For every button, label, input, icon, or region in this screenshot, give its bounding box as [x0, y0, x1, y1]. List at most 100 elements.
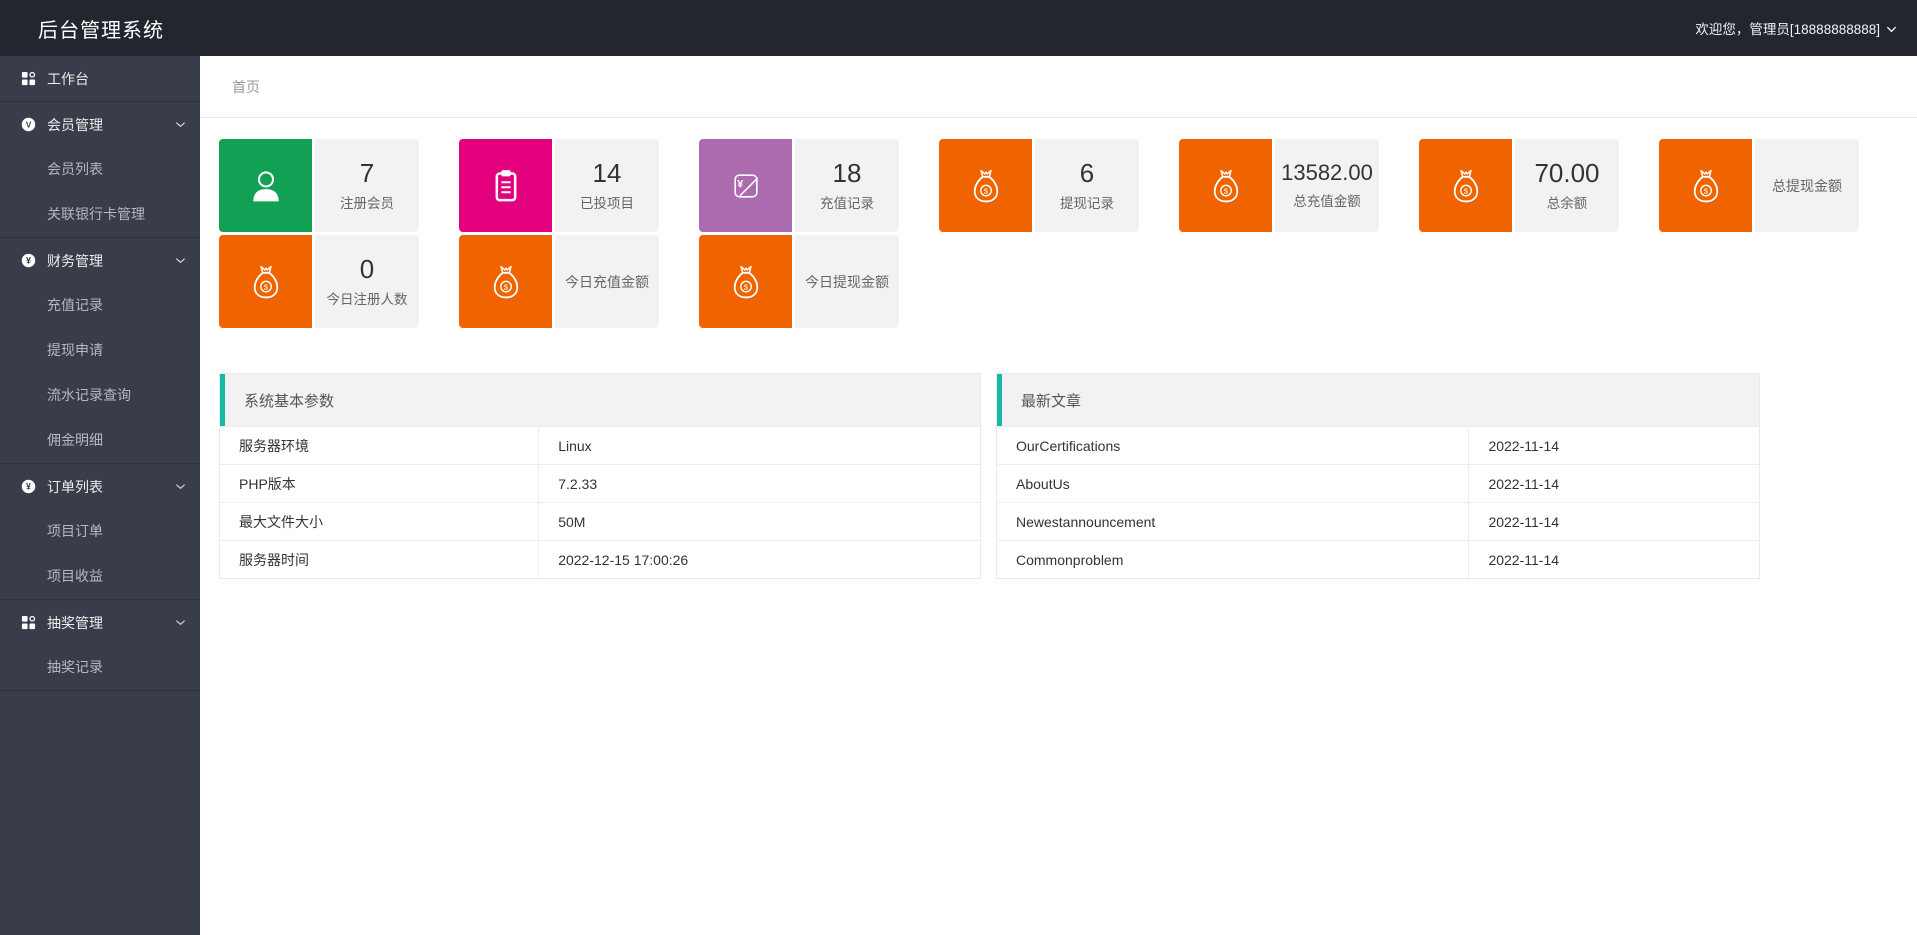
table-row: 服务器环境 Linux: [220, 426, 980, 464]
recharge-icon: ¥: [699, 139, 792, 232]
sidebar-subitem[interactable]: 流水记录查询: [47, 387, 131, 403]
sidebar-subitem[interactable]: 提现申请: [47, 342, 103, 358]
svg-text:$: $: [503, 282, 508, 291]
sidebar: 工作台 V 会员管理会员列表关联银行卡管理 ¥ 财务管理充值记录提现申请流水记录查询 佣金…: [0, 56, 200, 935]
svg-text:¥: ¥: [737, 178, 743, 190]
stat-info: 今日提现金额: [795, 235, 899, 328]
latest-articles-panel: 最新文章 OurCertifications 2022-11-14 AboutUs 2…: [996, 373, 1760, 579]
stat-value: 6: [1079, 158, 1095, 189]
sidebar-item-label: 会员管理: [47, 116, 103, 133]
sidebar-subitem[interactable]: 项目收益: [47, 568, 103, 584]
sidebar-subitem[interactable]: 会员列表: [47, 161, 103, 177]
svg-text:$: $: [743, 282, 748, 291]
stat-value: 0: [359, 254, 375, 285]
system-params-table: 服务器环境 Linux PHP版本 7.2.33 最大文件大小 50M 服务器时间 2022-…: [220, 426, 980, 578]
breadcrumb-bar: 首页: [200, 56, 1917, 118]
stat-card[interactable]: $70.00 总余额: [1419, 139, 1619, 232]
stat-card[interactable]: $6 提现记录: [939, 139, 1139, 232]
moneybag-icon: $: [939, 139, 1032, 232]
sidebar-item-4[interactable]: 抽奖管理: [0, 600, 200, 645]
moneybag-icon: $: [219, 235, 312, 328]
stat-label: 今日充值金额: [565, 273, 649, 290]
stat-card[interactable]: 14 已投项目: [459, 139, 659, 232]
sidebar-item-1[interactable]: V 会员管理: [0, 102, 200, 147]
moneybag-icon: $: [1179, 139, 1272, 232]
stats-row-2: $0 今日注册人数 $ 今日充值金额 $ 今日提现金额: [219, 235, 1917, 328]
table-cell-value: 50M: [558, 513, 586, 530]
svg-text:$: $: [1223, 186, 1228, 195]
panel-header: 最新文章: [997, 374, 1759, 426]
table-cell-label: 服务器时间: [220, 541, 540, 578]
v-badge-icon: V: [21, 117, 36, 132]
stat-card[interactable]: $ 今日充值金额: [459, 235, 659, 328]
accent-bar: [997, 374, 1002, 426]
table-cell-label: Newestannouncement: [997, 503, 1470, 540]
moneybag-icon: $: [699, 235, 792, 328]
sidebar-section: 抽奖管理抽奖记录: [0, 600, 200, 691]
chevron-down-icon: [175, 619, 186, 626]
app-title: 后台管理系统: [38, 19, 164, 42]
svg-text:$: $: [1703, 186, 1708, 195]
stat-info: 13582.00 总充值金额: [1275, 139, 1379, 232]
chevron-down-icon: [175, 121, 186, 128]
sidebar-subitem[interactable]: 佣金明细: [47, 432, 103, 448]
stat-info: 70.00 总余额: [1515, 139, 1619, 232]
clipboard-icon: [459, 139, 552, 232]
stat-card[interactable]: $ 总提现金额: [1659, 139, 1859, 232]
sidebar-subitem[interactable]: 抽奖记录: [47, 659, 103, 675]
sidebar-subitem[interactable]: 项目订单: [47, 523, 103, 539]
table-cell-label: Commonproblem: [997, 541, 1470, 578]
panel-header: 系统基本参数: [220, 374, 980, 426]
table-row[interactable]: Commonproblem 2022-11-14: [997, 540, 1759, 578]
panels: 系统基本参数 服务器环境 Linux PHP版本 7.2.33 最大文件大小 50M 服务器…: [219, 373, 1917, 579]
stat-label: 今日提现金额: [805, 273, 889, 290]
table-cell-label: 最大文件大小: [220, 503, 540, 540]
user-menu[interactable]: 欢迎您，管理员[18888888888]: [1695, 18, 1897, 38]
table-row: 最大文件大小 50M: [220, 502, 980, 540]
stat-label: 注册会员: [340, 195, 394, 211]
table-cell-value: 2022-11-14: [1488, 437, 1560, 454]
content: 7 注册会员 14 已投项目 ¥18 充值记录 $6 提现记录 $13582.00 总充值金额 $7…: [200, 118, 1917, 579]
stat-card[interactable]: $0 今日注册人数: [219, 235, 419, 328]
moneybag-icon: $: [1659, 139, 1752, 232]
panel-title: 系统基本参数: [244, 392, 335, 410]
sidebar-item-label: 订单列表: [47, 478, 103, 495]
chevron-down-icon: [175, 257, 186, 264]
table-row[interactable]: AboutUs 2022-11-14: [997, 464, 1759, 502]
stat-card[interactable]: $ 今日提现金额: [699, 235, 899, 328]
sidebar-subitem[interactable]: 充值记录: [47, 297, 103, 313]
stat-info: 18 充值记录: [795, 139, 899, 232]
table-cell-label: AboutUs: [997, 465, 1470, 502]
stat-info: 总提现金额: [1755, 139, 1859, 232]
stat-value: 13582.00: [1281, 160, 1373, 186]
yen-badge-icon: ¥: [21, 253, 36, 268]
stat-value: 7: [359, 158, 375, 189]
stat-value: 70.00: [1534, 158, 1600, 189]
sidebar-item-2[interactable]: ¥ 财务管理: [0, 238, 200, 283]
table-row[interactable]: Newestannouncement 2022-11-14: [997, 502, 1759, 540]
stat-info: 0 今日注册人数: [315, 235, 419, 328]
sidebar-section: ¥ 财务管理充值记录提现申请流水记录查询 佣金明细: [0, 238, 200, 464]
stat-label: 已投项目: [580, 195, 634, 211]
table-cell-value: 2022-11-14: [1488, 551, 1560, 568]
sidebar-item-0[interactable]: 工作台: [0, 56, 200, 101]
svg-text:¥: ¥: [26, 256, 31, 266]
stat-value: 14: [592, 158, 622, 189]
system-params-panel: 系统基本参数 服务器环境 Linux PHP版本 7.2.33 最大文件大小 50M 服务器…: [219, 373, 981, 579]
yen-badge-icon: ¥: [21, 479, 36, 494]
table-cell-value: 2022-12-15 17:00:26: [558, 551, 689, 568]
table-row[interactable]: OurCertifications 2022-11-14: [997, 426, 1759, 464]
stat-label: 总提现金额: [1772, 177, 1842, 194]
moneybag-icon: $: [1419, 139, 1512, 232]
stat-card[interactable]: 7 注册会员: [219, 139, 419, 232]
svg-text:$: $: [1463, 186, 1468, 195]
sidebar-item-3[interactable]: ¥ 订单列表: [0, 464, 200, 509]
breadcrumb[interactable]: 首页: [232, 78, 260, 95]
stat-card[interactable]: $13582.00 总充值金额: [1179, 139, 1379, 232]
stat-card[interactable]: ¥18 充值记录: [699, 139, 899, 232]
sidebar-section: ¥ 订单列表项目订单项目收益: [0, 464, 200, 600]
svg-text:$: $: [263, 282, 268, 291]
sidebar-subitem[interactable]: 关联银行卡管理: [47, 206, 145, 222]
svg-text:¥: ¥: [26, 482, 31, 492]
sidebar-section: 工作台: [0, 56, 200, 102]
